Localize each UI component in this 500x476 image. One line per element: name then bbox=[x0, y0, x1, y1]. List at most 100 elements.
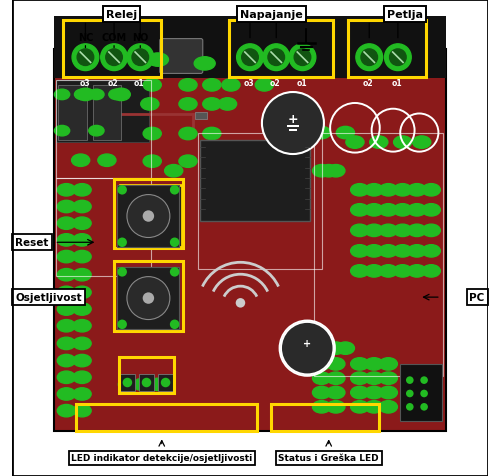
Circle shape bbox=[420, 403, 428, 411]
Ellipse shape bbox=[218, 99, 236, 111]
Circle shape bbox=[122, 378, 132, 387]
Ellipse shape bbox=[58, 251, 76, 263]
Ellipse shape bbox=[58, 269, 76, 281]
Ellipse shape bbox=[164, 165, 182, 178]
Bar bbox=[56, 178, 152, 276]
Ellipse shape bbox=[58, 388, 76, 400]
Circle shape bbox=[132, 50, 148, 66]
Bar bbox=[118, 268, 180, 329]
Ellipse shape bbox=[394, 225, 411, 237]
Circle shape bbox=[268, 50, 284, 66]
Ellipse shape bbox=[365, 225, 383, 237]
Ellipse shape bbox=[218, 156, 236, 168]
Ellipse shape bbox=[58, 320, 76, 332]
Ellipse shape bbox=[112, 89, 130, 101]
Ellipse shape bbox=[350, 372, 369, 385]
Circle shape bbox=[100, 45, 128, 71]
Ellipse shape bbox=[73, 287, 91, 299]
Circle shape bbox=[294, 50, 311, 66]
Ellipse shape bbox=[408, 265, 426, 278]
Bar bbox=[54, 17, 446, 79]
Circle shape bbox=[170, 320, 179, 329]
Ellipse shape bbox=[380, 204, 398, 217]
Text: Napajanje: Napajanje bbox=[240, 10, 303, 20]
Ellipse shape bbox=[346, 137, 364, 149]
Ellipse shape bbox=[365, 372, 383, 385]
Circle shape bbox=[170, 268, 179, 277]
Ellipse shape bbox=[365, 204, 383, 217]
Bar bbox=[118, 186, 180, 248]
Circle shape bbox=[281, 322, 334, 375]
Bar bbox=[58, 86, 87, 140]
Bar bbox=[63, 21, 161, 78]
Ellipse shape bbox=[73, 337, 91, 350]
Ellipse shape bbox=[73, 355, 91, 367]
Text: NO: NO bbox=[132, 33, 148, 43]
Bar bbox=[114, 262, 183, 331]
Ellipse shape bbox=[73, 218, 91, 230]
Ellipse shape bbox=[365, 387, 383, 399]
Ellipse shape bbox=[408, 204, 426, 217]
Bar bbox=[314, 133, 443, 376]
Ellipse shape bbox=[350, 225, 369, 237]
Ellipse shape bbox=[365, 245, 383, 258]
Ellipse shape bbox=[365, 401, 383, 413]
Text: o3: o3 bbox=[79, 79, 90, 88]
Ellipse shape bbox=[179, 156, 197, 168]
Ellipse shape bbox=[350, 401, 369, 413]
Ellipse shape bbox=[179, 79, 197, 92]
Bar bbox=[272, 405, 379, 431]
Bar bbox=[228, 21, 334, 78]
Circle shape bbox=[420, 390, 428, 397]
Ellipse shape bbox=[73, 303, 91, 316]
Ellipse shape bbox=[422, 184, 440, 197]
Ellipse shape bbox=[365, 184, 383, 197]
Ellipse shape bbox=[408, 245, 426, 258]
Ellipse shape bbox=[58, 287, 76, 299]
Ellipse shape bbox=[58, 201, 76, 213]
Ellipse shape bbox=[58, 184, 76, 197]
Ellipse shape bbox=[73, 388, 91, 400]
Ellipse shape bbox=[58, 234, 76, 247]
Ellipse shape bbox=[58, 355, 76, 367]
Ellipse shape bbox=[380, 225, 398, 237]
Bar bbox=[120, 375, 134, 391]
Bar bbox=[400, 364, 442, 421]
Circle shape bbox=[262, 93, 324, 155]
Circle shape bbox=[118, 320, 127, 329]
Ellipse shape bbox=[73, 251, 91, 263]
Bar bbox=[119, 357, 174, 393]
Ellipse shape bbox=[203, 99, 221, 111]
Text: +: + bbox=[288, 112, 298, 126]
Ellipse shape bbox=[58, 337, 76, 350]
Ellipse shape bbox=[203, 128, 221, 140]
Ellipse shape bbox=[336, 127, 354, 139]
Ellipse shape bbox=[380, 184, 398, 197]
Circle shape bbox=[406, 403, 413, 411]
Ellipse shape bbox=[320, 165, 338, 178]
Circle shape bbox=[236, 45, 264, 71]
Ellipse shape bbox=[222, 79, 240, 92]
Circle shape bbox=[170, 238, 179, 248]
Text: o2: o2 bbox=[108, 79, 118, 88]
Circle shape bbox=[118, 238, 127, 248]
Text: Relej: Relej bbox=[106, 10, 137, 20]
Ellipse shape bbox=[394, 245, 411, 258]
Circle shape bbox=[142, 293, 154, 304]
Circle shape bbox=[384, 45, 411, 71]
Bar bbox=[195, 112, 207, 120]
Circle shape bbox=[142, 378, 152, 387]
Circle shape bbox=[390, 50, 406, 66]
Ellipse shape bbox=[89, 90, 104, 100]
Text: o2: o2 bbox=[363, 79, 374, 88]
Ellipse shape bbox=[422, 225, 440, 237]
Bar bbox=[54, 50, 446, 431]
Circle shape bbox=[127, 277, 170, 320]
Ellipse shape bbox=[312, 127, 330, 139]
Ellipse shape bbox=[74, 90, 90, 100]
Ellipse shape bbox=[312, 387, 330, 399]
Ellipse shape bbox=[312, 372, 330, 385]
Ellipse shape bbox=[141, 99, 159, 111]
Ellipse shape bbox=[148, 54, 169, 67]
Circle shape bbox=[406, 377, 413, 384]
